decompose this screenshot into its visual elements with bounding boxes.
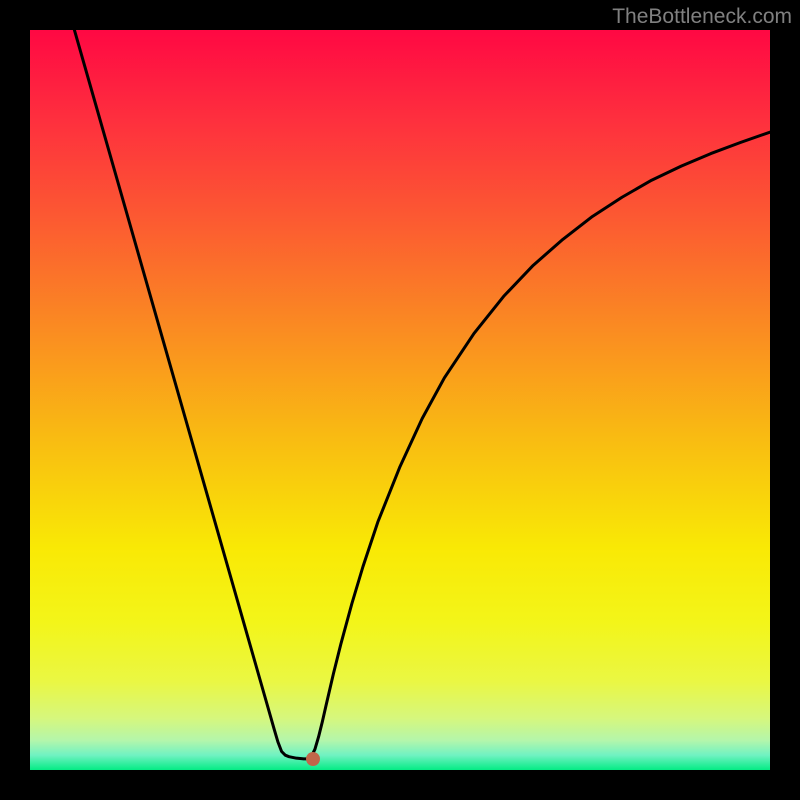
gradient-background [30, 30, 770, 770]
watermark-text: TheBottleneck.com [612, 5, 792, 29]
optimal-point-marker [306, 752, 320, 766]
plot-area [30, 30, 770, 770]
chart-container: TheBottleneck.com [0, 0, 800, 800]
